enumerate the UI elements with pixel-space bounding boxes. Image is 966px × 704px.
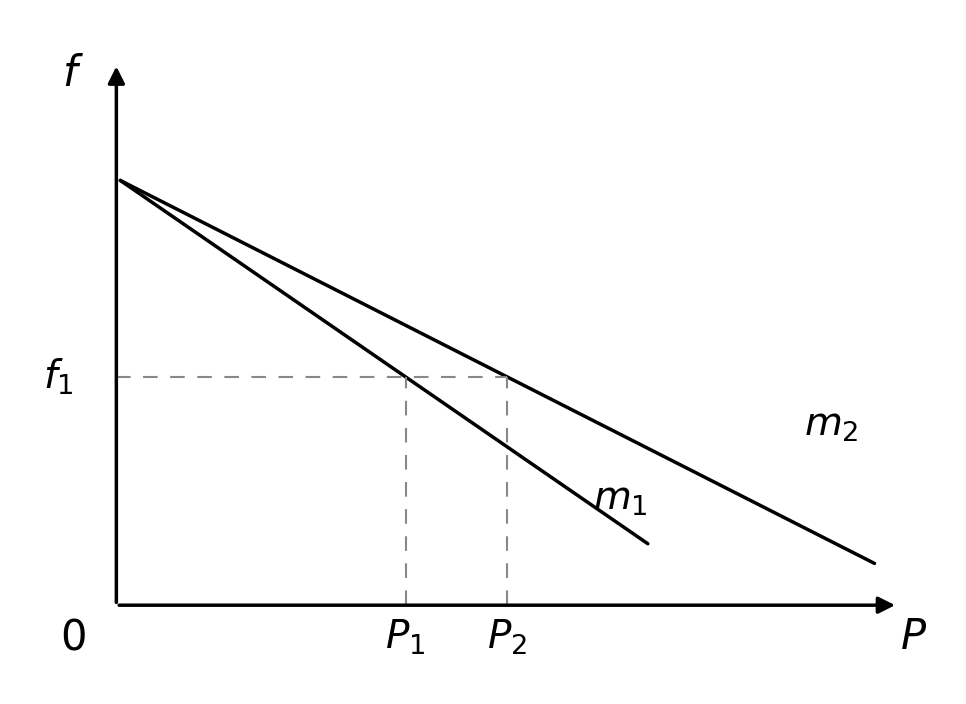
Text: $f$: $f$ xyxy=(63,54,84,95)
Text: $P_1$: $P_1$ xyxy=(385,617,426,657)
Text: $f_1$: $f_1$ xyxy=(43,357,73,397)
Text: $P_2$: $P_2$ xyxy=(487,617,527,657)
Text: $m_1$: $m_1$ xyxy=(593,480,648,518)
Text: $m_2$: $m_2$ xyxy=(804,406,859,444)
Text: $P$: $P$ xyxy=(900,616,927,658)
Text: $0$: $0$ xyxy=(61,616,86,658)
